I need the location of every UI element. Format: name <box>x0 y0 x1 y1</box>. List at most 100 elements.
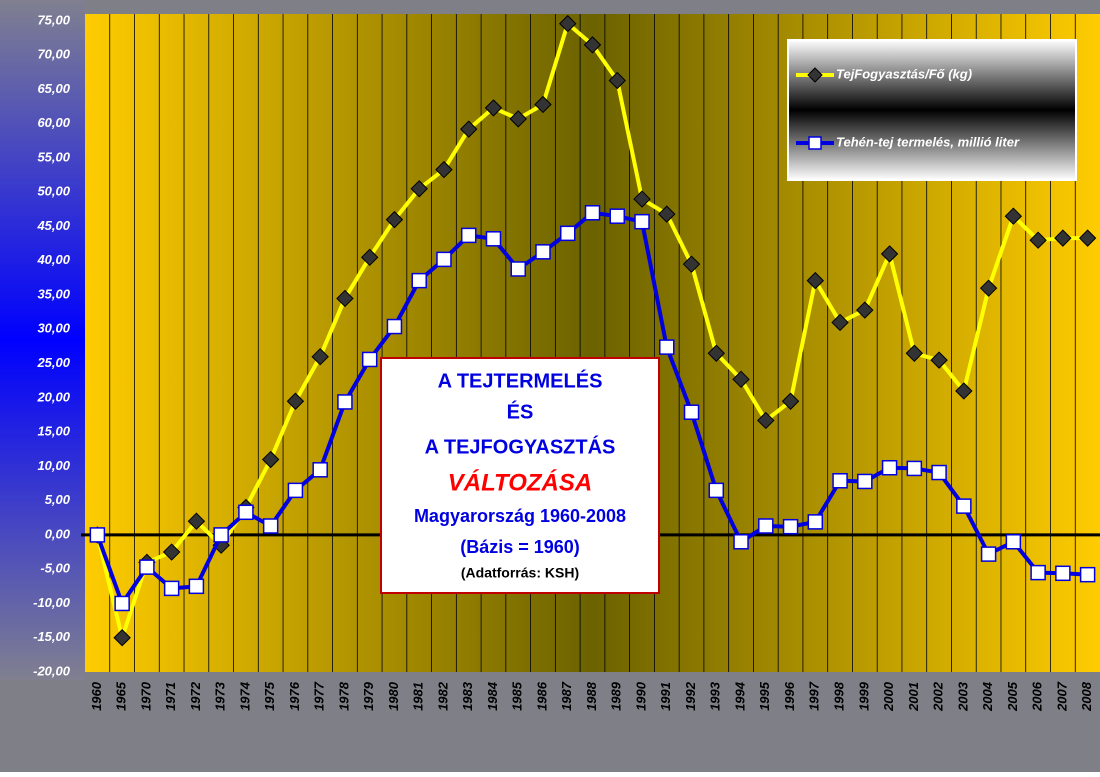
x-tick-label: 2001 <box>906 682 921 712</box>
marker <box>682 255 701 273</box>
marker <box>361 351 378 368</box>
marker <box>311 348 329 366</box>
marker <box>880 245 899 263</box>
marker <box>583 36 602 54</box>
axis-background <box>0 0 85 680</box>
x-tick-label: 1998 <box>831 681 846 711</box>
x-tick-label: 2006 <box>1030 681 1045 712</box>
marker <box>1029 231 1047 249</box>
y-tick-label: 55,00 <box>37 149 70 164</box>
y-tick-label: 75,00 <box>37 12 70 27</box>
x-tick-label: 2008 <box>1079 681 1094 712</box>
y-tick-label: -15,00 <box>33 629 71 644</box>
x-tick-label: 1974 <box>237 681 252 711</box>
marker <box>930 351 948 369</box>
marker <box>436 251 452 268</box>
annotation: Magyarország 1960-2008 <box>414 506 626 526</box>
y-tick-label: -5,00 <box>40 561 70 576</box>
marker <box>856 301 874 319</box>
marker <box>535 244 551 260</box>
marker <box>139 559 155 575</box>
x-tick-label: 1988 <box>584 681 599 711</box>
x-tick-label: 1978 <box>336 681 351 711</box>
annotation: (Bázis = 1960) <box>460 537 580 557</box>
marker <box>683 404 700 420</box>
marker <box>188 578 205 595</box>
x-tick-label: 1960 <box>89 681 104 711</box>
y-tick-label: 65,00 <box>37 81 70 96</box>
marker <box>806 271 825 290</box>
marker <box>460 120 478 138</box>
marker <box>732 370 750 389</box>
marker <box>1078 229 1097 247</box>
marker <box>807 514 824 530</box>
marker <box>1004 207 1023 225</box>
legend-marker <box>807 67 823 83</box>
legend-marker <box>808 136 822 150</box>
marker <box>980 546 997 562</box>
marker <box>857 473 873 490</box>
marker <box>262 518 279 534</box>
y-tick-label: 40,00 <box>36 252 70 267</box>
marker <box>360 248 379 267</box>
x-tick-label: 1992 <box>683 681 698 711</box>
x-tick-label: 1996 <box>782 681 797 711</box>
x-tick-label: 1965 <box>114 681 129 711</box>
marker <box>510 261 526 277</box>
marker <box>187 512 206 530</box>
x-tick-label: 1976 <box>287 681 302 711</box>
x-tick-label: 1971 <box>163 682 178 711</box>
marker <box>386 318 403 335</box>
marker <box>312 462 328 478</box>
x-tick-label: 1984 <box>485 681 500 711</box>
y-tick-label: 50,00 <box>37 184 70 199</box>
x-tick-label: 1981 <box>411 682 426 711</box>
marker <box>584 205 601 221</box>
annotation: (Adatforrás: KSH) <box>461 565 579 581</box>
marker <box>163 580 180 597</box>
y-tick-label: 15,00 <box>37 424 70 439</box>
marker <box>979 279 998 297</box>
marker <box>113 629 131 647</box>
x-tick-label: 1980 <box>386 681 401 711</box>
marker <box>411 272 427 289</box>
marker <box>435 160 453 179</box>
marker <box>114 595 130 612</box>
marker <box>906 460 923 477</box>
marker <box>881 459 898 476</box>
x-tick-label: 1975 <box>262 681 277 711</box>
marker <box>633 190 651 208</box>
marker <box>905 344 924 362</box>
marker <box>832 473 848 489</box>
marker <box>410 180 428 198</box>
marker <box>1054 229 1072 247</box>
marker <box>460 227 477 244</box>
x-tick-label: 1989 <box>609 681 624 711</box>
x-tick-label: 1990 <box>633 681 648 711</box>
marker <box>658 205 676 223</box>
x-tick-label: 1979 <box>361 681 376 711</box>
y-tick-label: 30,00 <box>37 321 70 336</box>
marker <box>1005 534 1022 550</box>
annotation: A TEJFOGYASZTÁS <box>425 435 616 458</box>
x-tick-label: 1997 <box>807 681 822 711</box>
marker <box>509 110 527 128</box>
marker <box>831 313 849 332</box>
y-tick-label: 70,00 <box>37 47 70 62</box>
x-tick-label: 2007 <box>1054 681 1069 712</box>
x-tick-label: 2003 <box>955 681 970 712</box>
x-tick-label: 1972 <box>188 681 203 711</box>
annotation: A TEJTERMELÉS <box>438 369 603 392</box>
marker <box>336 289 354 308</box>
marker <box>337 394 353 410</box>
x-tick-label: 1970 <box>138 681 153 711</box>
annotation-box <box>380 357 660 594</box>
x-tick-label: 2004 <box>980 681 995 712</box>
marker <box>261 450 280 469</box>
marker <box>708 482 725 499</box>
y-tick-label: 25,00 <box>36 355 70 370</box>
marker <box>782 518 799 535</box>
x-tick-label: 2000 <box>881 681 896 712</box>
x-tick-label: 1986 <box>534 681 549 711</box>
